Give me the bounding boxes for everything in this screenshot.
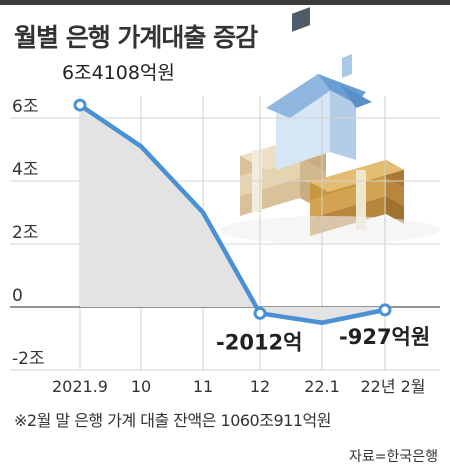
y-tick-label: 0 [12,286,23,306]
y-axis-labels: 6조 4조 2조 0 -2조 [12,97,45,369]
footnote: ※2월 말 은행 가계 대출 잔액은 1060조911억원 [14,411,331,430]
x-tick-label: 12 [250,377,270,396]
x-tick-label: 2021.9 [52,377,108,396]
y-tick-label: -2조 [12,349,45,369]
y-tick-label: 2조 [12,223,38,243]
x-tick-label: 11 [193,377,213,396]
y-tick-label: 6조 [12,97,38,117]
x-tick-label: 10 [131,377,151,396]
data-points [73,98,392,320]
area-fill [80,105,385,323]
source-label: 자료=한국은행 [348,449,438,465]
annotation-label: -927억원 [339,325,430,349]
annotation-label: -2012억 [216,330,302,354]
annotation-label: 6조4108억원 [62,62,175,84]
house-on-money-illustration [220,7,440,244]
chart-title: 월별 은행 가계대출 증감 [14,23,258,52]
money-stack-right [310,160,404,236]
house-icon [266,7,372,170]
annotations: 6조4108억원 -2012억 -927억원 [62,62,430,354]
data-point-0 [73,98,87,112]
x-tick-label: 22년 2월 [360,377,425,396]
x-tick-label: 22.1 [304,377,340,396]
data-point-3 [253,306,267,320]
y-tick-label: 4조 [12,160,38,180]
series-line [77,102,388,325]
top-rule [0,0,450,5]
data-point-5 [378,303,392,317]
x-axis-labels: 2021.9 10 11 12 22.1 22년 2월 [52,377,426,396]
